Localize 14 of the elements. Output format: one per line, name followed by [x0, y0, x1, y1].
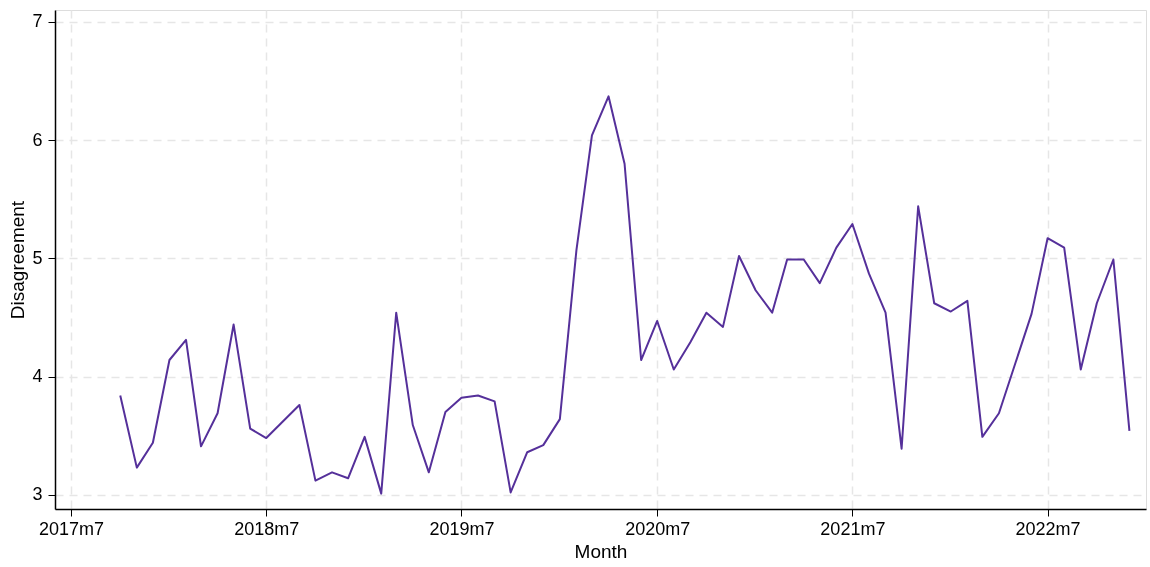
x-tick-label: 2019m7 — [429, 518, 495, 539]
y-tick-label: 4 — [32, 366, 43, 387]
x-tick-label: 2018m7 — [234, 518, 300, 539]
line-series — [119, 95, 1131, 495]
y-tick-label: 3 — [32, 484, 43, 505]
x-tick-label: 2021m7 — [820, 518, 886, 539]
y-tick-label: 6 — [32, 129, 43, 150]
x-axis-title: Month — [574, 540, 628, 562]
y-tick-label: 7 — [32, 11, 43, 32]
y-tick-label: 5 — [32, 247, 43, 268]
y-axis-title: Disagreement — [7, 200, 29, 320]
x-tick-label: 2022m7 — [1015, 518, 1081, 539]
x-tick-label: 2020m7 — [625, 518, 691, 539]
x-tick-label: 2017m7 — [39, 518, 105, 539]
